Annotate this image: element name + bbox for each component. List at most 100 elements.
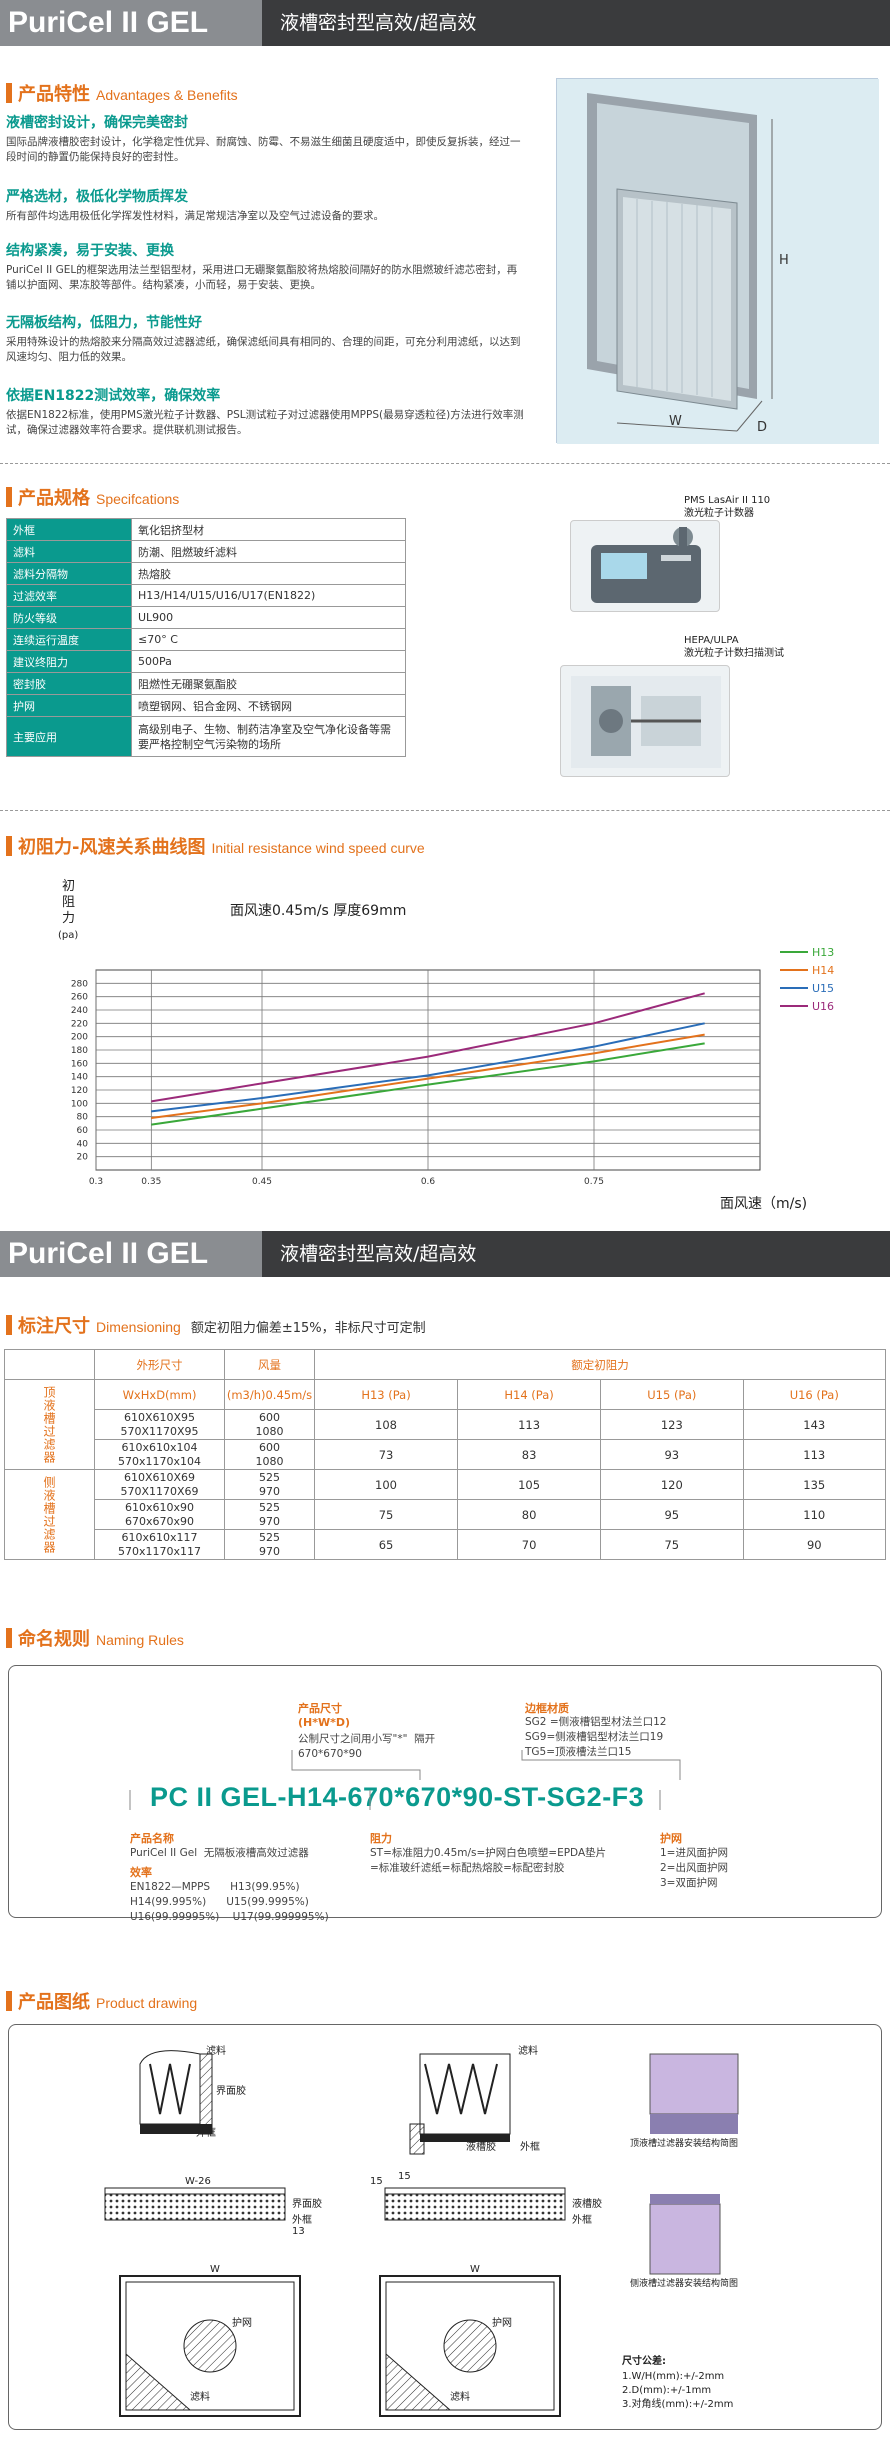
model-code: PC II GEL-H14-670*670*90-ST-SG2-F3 [150,1782,645,1812]
x-tick-label: 0.6 [421,1177,436,1187]
brand-subtitle: 液槽密封型高效/超高效 [262,1231,890,1277]
svg-text:滤料: 滤料 [206,2044,226,2057]
res-label: 阻力 [370,1832,392,1845]
device-caption: HEPA/ULPA 激光粒子计数扫描测试 [684,635,784,659]
guard-text: 1=进风面护网 2=出风面护网 3=双面护网 [660,1847,728,1889]
table-row: 防火等级 UL900 [6,606,406,629]
svg-text:液槽胶: 液槽胶 [466,2140,496,2153]
legend-label: H13 [812,946,834,959]
y-tick-label: 80 [77,1113,89,1123]
y-tick-label: 120 [71,1086,88,1096]
series-line-h13 [151,1042,705,1126]
header-banner: PuriCel II GEL 液槽密封型高效/超高效 [0,1231,890,1277]
table-row: 外形尺寸 风量 额定初阻力 [4,1349,886,1380]
dimension-table: 外形尺寸 风量 额定初阻力 顶液槽过滤器 WxHxD(mm) (m3/h)0.4… [4,1349,887,1560]
svg-text:液槽胶: 液槽胶 [572,2197,602,2210]
svg-text:W-26: W-26 [185,2176,211,2187]
feature-item: 结构紧凑，易于安装、更换 PuriCel II GEL的框架选用法兰型铝型材，采用… [6,243,518,291]
y-tick-label: 100 [71,1099,88,1109]
series-line-u15 [151,1022,705,1113]
brand-title: PuriCel II GEL [0,1231,262,1277]
specs-title: 产品规格 Specifcations [6,484,179,510]
svg-text:W: W [669,414,682,429]
dims-title: 标注尺寸 Dimensioning 额定初阻力偏差±15%，非标尺寸可定制 [6,1312,426,1338]
y-tick-label: 220 [71,1019,88,1029]
section-divider [0,810,890,811]
feature-item: 依据EN1822测试效率，确保效率 依据EN1822标准，使用PMS激光粒子计数器… [6,388,524,436]
tolerance-title: 尺寸公差: [622,2356,666,2367]
y-tick-label: 260 [71,993,88,1003]
naming-title: 命名规则 Naming Rules [6,1625,184,1651]
res-text: ST=标准阻力0.45m/s=护网白色喷塑=EPDA垫片 =标准玻纤滤纸=标配热… [370,1847,607,1874]
table-row: 顶液槽过滤器 WxHxD(mm) (m3/h)0.45m/s H13 (Pa) … [4,1379,887,1470]
table-row: 连续运行温度 ≤70° C [6,628,406,651]
legend-label: H14 [812,964,834,977]
svg-text:W: W [470,2264,480,2275]
svg-text:外框: 外框 [572,2213,592,2226]
y-label-1: 初 [62,879,75,894]
svg-text:13: 13 [292,2226,305,2237]
svg-text:滤料: 滤料 [518,2044,538,2057]
product-photo: H W D [556,78,879,444]
y-label-3: 力 [62,911,75,926]
brand-subtitle: 液槽密封型高效/超高效 [262,0,890,46]
y-label-4: (pa) [58,930,78,941]
table-row: 滤料分隔物 热熔胶 [6,562,406,585]
svg-text:顶液槽过滤器安装结构简图: 顶液槽过滤器安装结构简图 [630,2137,738,2149]
svg-text:外框: 外框 [292,2213,312,2226]
drawing-title: 产品图纸 Product drawing [6,1988,197,2014]
device-caption: PMS LasAir II 110 激光粒子计数器 [684,495,771,519]
feature-item: 液槽密封设计，确保完美密封 国际品牌液槽胶密封设计，化学稳定性优异、耐腐蚀、防霉、… [6,115,521,163]
table-row: 建议终阻力 500Pa [6,650,406,673]
table-row: 外框 氧化铝挤型材 [6,518,406,541]
technical-drawings: 界面胶 滤料 外框 W-26 界面胶 外框 13 W 护网 滤料 滤料 液槽胶 … [104,2044,739,2417]
svg-text:侧液槽过滤器安装结构简图: 侧液槽过滤器安装结构简图 [630,2277,738,2289]
feature-item: 严格选材，极低化学物质挥发 所有部件均选用极低化学挥发性材料，满足常规洁净室以及空… [6,189,384,222]
features-title: 产品特性 Advantages & Benefits [6,80,238,106]
table-row: 610X610X95 570X1170X95 600 1080 108 113 12… [5,1409,887,1440]
svg-text:护网: 护网 [232,2316,252,2329]
legend-label: U16 [812,1000,834,1013]
table-row: 610x610x104 570x1170x104 600 1080 73 83 93… [5,1439,887,1470]
svg-text:外框: 外框 [520,2140,540,2153]
curve-title: 初阻力-风速关系曲线图 Initial resistance wind speed… [6,833,425,859]
name-label: 产品名称 [130,1832,174,1845]
header-banner: PuriCel II GEL 液槽密封型高效/超高效 [0,0,890,46]
feature-item: 无隔板结构，低阻力，节能性好 采用特殊设计的热熔胶来分隔高效过滤器滤纸，确保滤纸间… [6,315,521,363]
frame-label: 边框材质 [525,1702,569,1715]
y-tick-label: 200 [71,1033,88,1043]
chart-title: 面风速0.45m/s 厚度69mm [230,903,406,919]
svg-text:界面胶: 界面胶 [292,2197,322,2210]
table-row: 滤料 防潮、阻燃玻纤滤料 [6,540,406,563]
table-row: 过滤效率 H13/H14/U15/U16/U17(EN1822) [6,584,406,607]
x-tick-label: 0.45 [252,1177,272,1187]
eff-text: EN1822—MPPS H13(99.95%) H14(99.995%) U15… [130,1881,329,1923]
svg-text:D: D [757,420,767,435]
x-tick-label: 0.75 [584,1177,604,1187]
table-row: 610x610x117 570x1170x117 525 970 65 70 75 9… [5,1529,887,1560]
svg-text:15: 15 [370,2176,383,2187]
size-text: 公制尺寸之间用小写"*" 隔开 670*670*90 [298,1733,436,1760]
table-row: 密封胶 阻燃性无硼聚氨酯胶 [6,672,406,695]
y-tick-label: 140 [71,1073,88,1083]
naming-rules-box [8,1665,882,1918]
table-row: 护网 喷塑钢网、铝合金网、不锈钢网 [6,694,406,717]
y-tick-label: 240 [71,1006,88,1016]
y-tick-label: 180 [71,1046,88,1056]
y-tick-label: 20 [77,1153,89,1163]
x-axis-label: 面风速（m/s) [720,1196,807,1212]
y-tick-label: 40 [77,1139,89,1149]
eff-label: 效率 [130,1866,152,1879]
tolerance-text: 1.W/H(mm):+/-2mm 2.D(mm):+/-1mm 3.对角线(mm… [622,2371,734,2410]
guard-label: 护网 [660,1832,682,1845]
svg-text:15: 15 [398,2171,411,2182]
particle-counter-image [570,520,720,612]
table-row: 主要应用 高级别电子、生物、制药洁净室及空气净化设备等需要严格控制空气污染物的场所 [6,716,406,757]
section-divider [0,463,890,464]
scan-test-image [560,665,730,777]
y-tick-label: 280 [71,979,88,989]
svg-text:滤料: 滤料 [450,2390,470,2403]
y-tick-label: 60 [77,1126,89,1136]
table-row: 610x610x90 670x670x90 525 970 75 80 95 110 [5,1499,887,1530]
x-tick-label: 0.35 [141,1177,161,1187]
